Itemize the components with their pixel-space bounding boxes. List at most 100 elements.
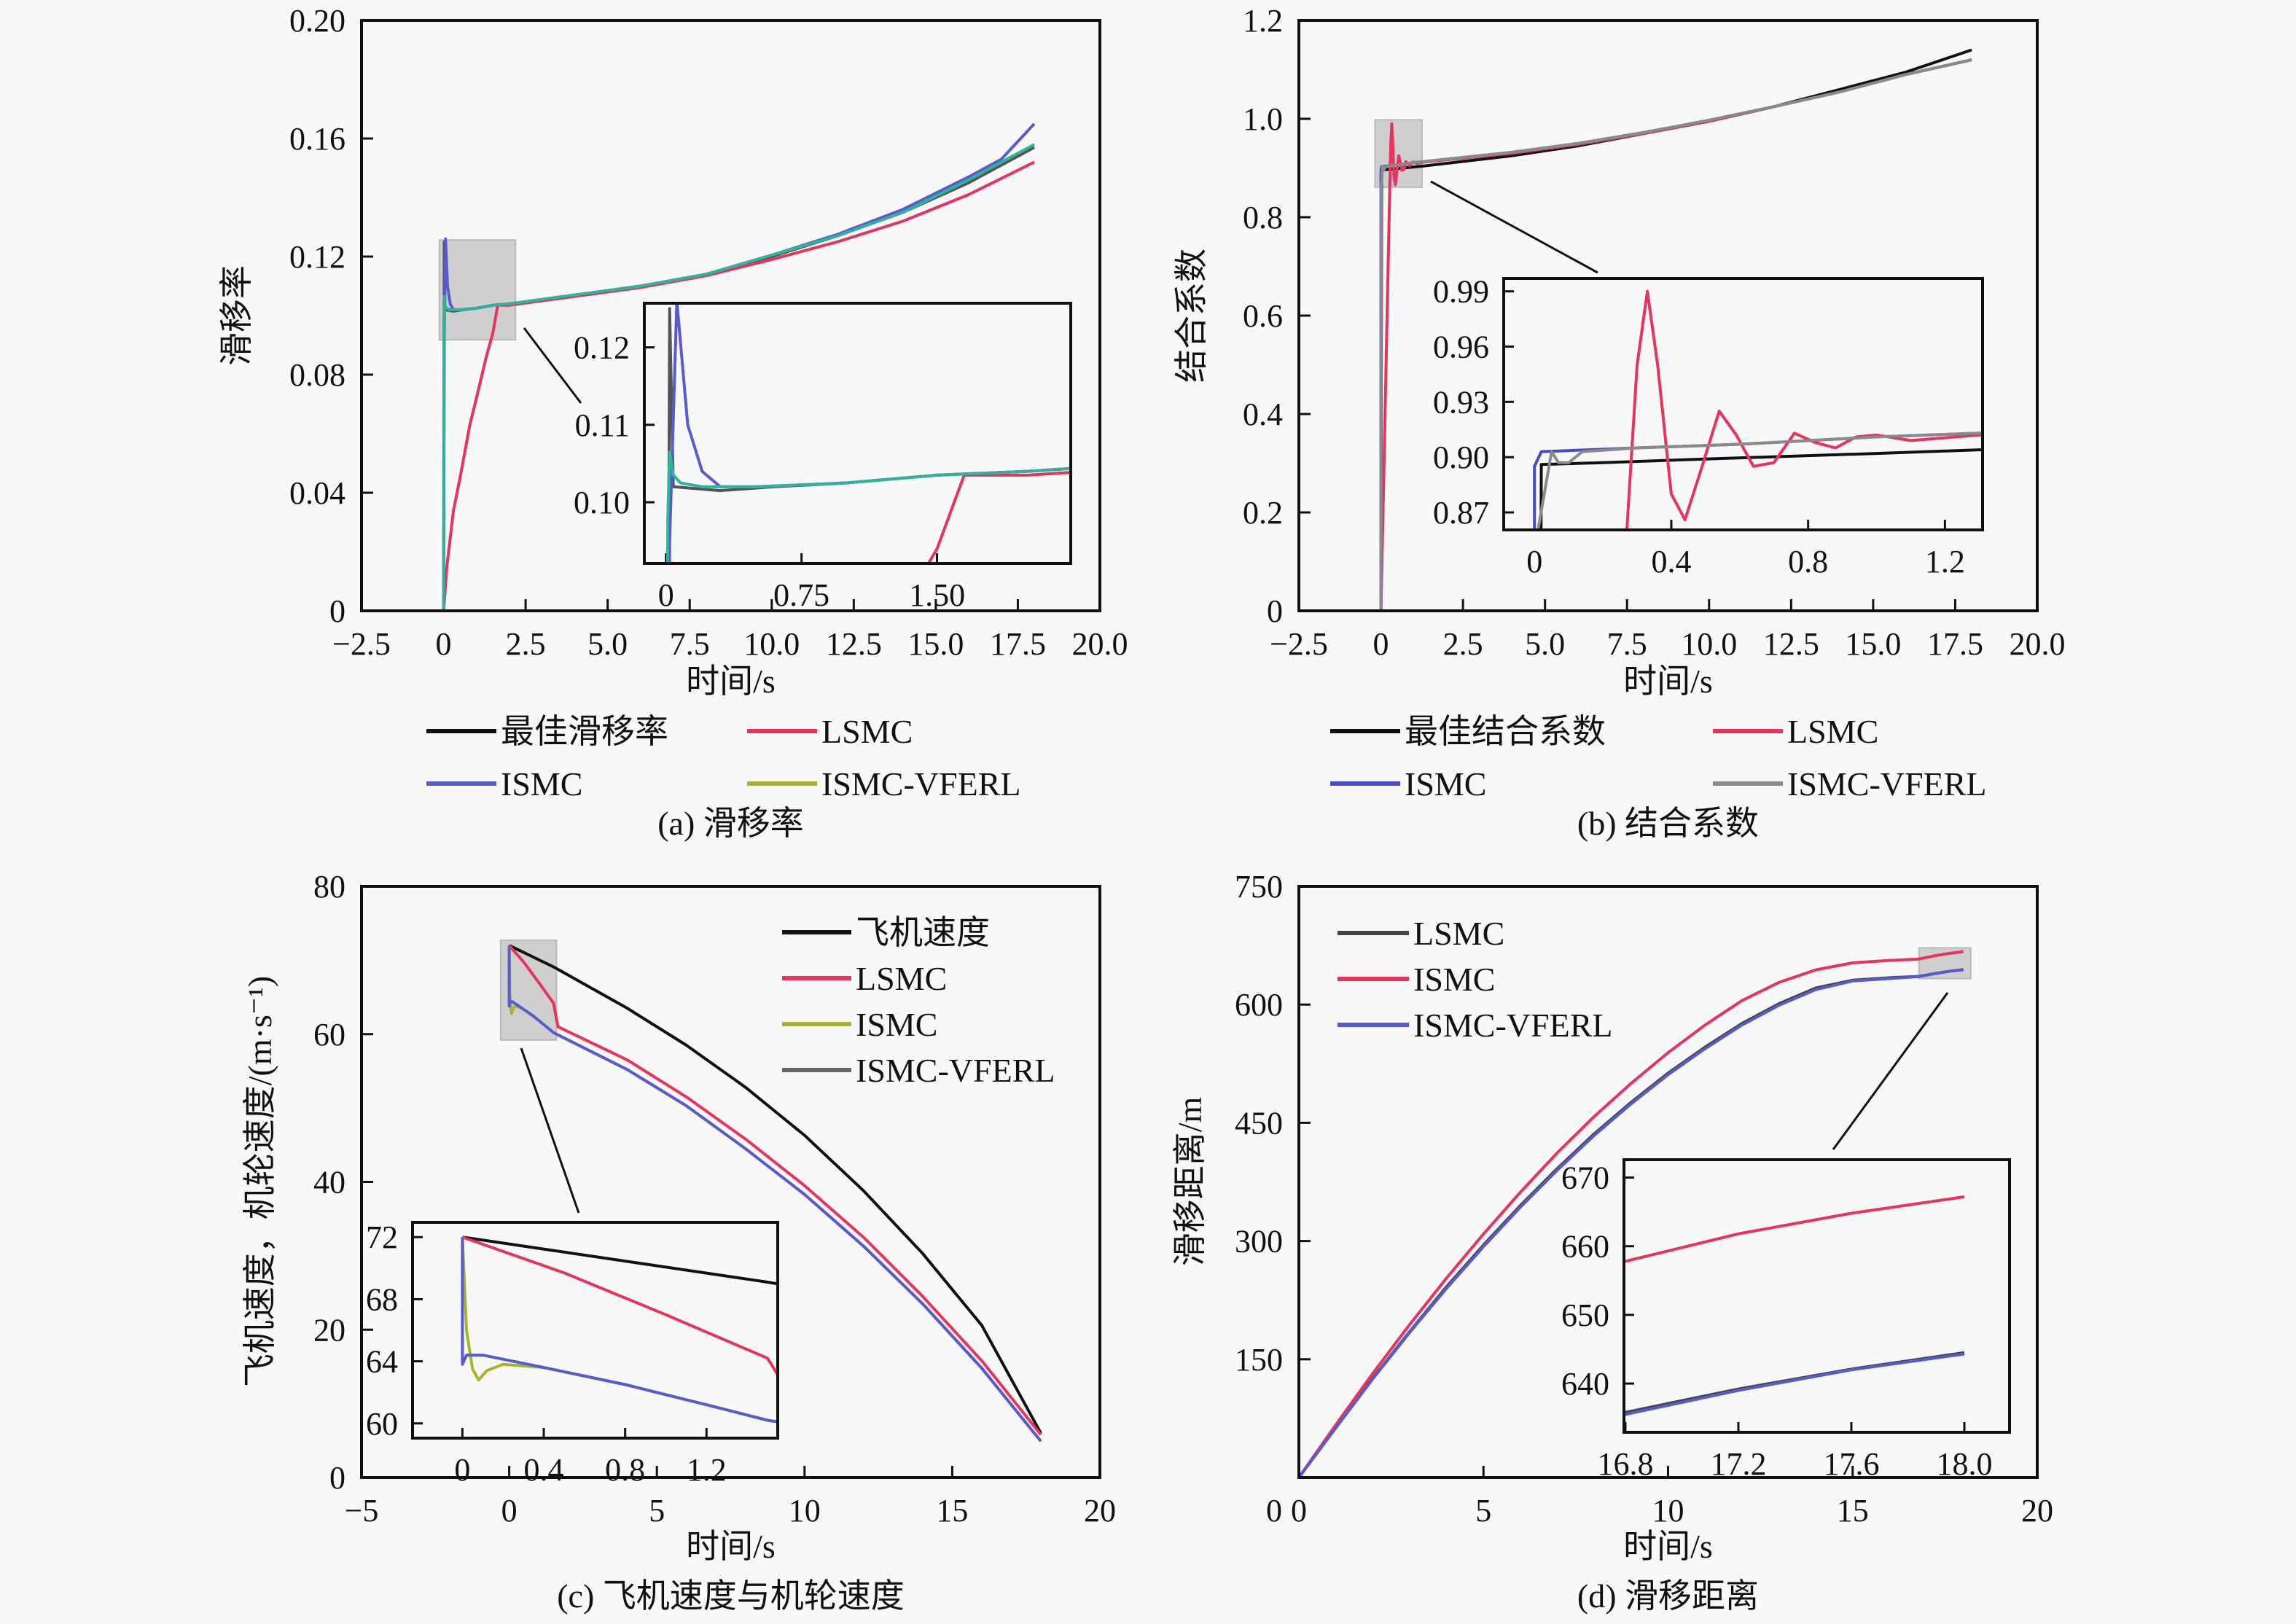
legend-label: LSMC [856,960,947,997]
y-axis-label: 飞机速度，机轮速度/(m·s⁻¹) [241,976,278,1388]
main-x-tick-label: 0 [1373,626,1389,662]
main-y-tick-label: 0 [329,1460,345,1496]
main-y-tick-label: 0.04 [289,475,345,511]
inset-series-ismcvferl-line [1536,432,1983,530]
inset-chart: 16.8 17.2 17.6 18.0 640 650 660 670 [1561,1158,2011,1482]
inset-x-tick-label: 0 [454,1452,470,1488]
legend-item: ISMC [426,765,582,803]
main-y-tick-label: 0.08 [289,357,345,393]
legend-label: ISMC [1413,961,1495,998]
inset-y-tick-label: 0.96 [1433,329,1489,365]
main-series-ismcvferl-line [1299,968,1964,1477]
inset-x-tick-label: 1.2 [1925,544,1965,579]
inset-y-tick-label: 0.11 [575,407,630,443]
inset-x-tick-label: 0 [658,577,674,613]
subfigure-caption: (a) 滑移率 [657,805,804,842]
inset-y-tick-label: 670 [1561,1160,1609,1195]
main-x-tick-label: 12.5 [826,626,882,662]
main-x-tick-label: 0 [501,1493,518,1529]
inset-y-tick-label: 640 [1561,1366,1609,1402]
legend-label: ISMC-VFERL [821,765,1020,803]
main-axes-frame [1297,885,2039,1479]
zoom-connector-line [1430,180,1598,274]
inset-series-lsmc-line [461,1235,778,1378]
inset-series-lsmc-line [1625,289,1983,530]
main-y-tick-label: 0.4 [1243,397,1283,432]
main-series--line [508,944,1042,1434]
legend-item: LSMC [1338,915,1504,952]
main-x-tick-label: 20.0 [1072,626,1128,662]
subfigure-caption: (b) 结合系数 [1577,805,1759,842]
legend-label: LSMC [821,713,913,750]
inset-y-tick-label: 0.90 [1433,440,1489,475]
main-x-tick-label: 10 [789,1493,821,1529]
main-series-ismc-line [1299,950,1964,1477]
inset-y-tick-label: 650 [1561,1297,1609,1333]
inset-y-tick-label: 68 [366,1281,398,1317]
main-x-tick-label: 20 [2021,1493,2053,1529]
main-y-tick-label: 600 [1235,987,1283,1023]
inset-series-lsmc-line [926,471,1071,563]
legend-item: 最佳滑移率 [426,713,668,750]
chart-panel-b: −2.5 0 2.5 5.0 7.5 10.0 12.5 15.0 17.5 20.000.20.… [1173,3,2066,842]
subfigure-caption: (c) 飞机速度与机轮速度 [557,1577,905,1615]
inset-x-tick-label: 16.8 [1597,1446,1653,1482]
inset-chart: 0 0.4 0.8 1.2 0.87 0.90 0.93 0.96 0.99 [1433,274,1984,579]
inset-plot-area [1624,1160,2010,1432]
inset-plot-area [644,303,1071,563]
legend-label: 最佳滑移率 [501,713,668,750]
main-y-tick-label: 1.0 [1243,101,1283,137]
legend-label: ISMC [1405,765,1486,803]
inset-x-tick-label: 0.75 [773,577,829,613]
inset-axes-frame [411,1221,779,1440]
inset-x-tick-label: 0.8 [605,1452,645,1488]
main-series-lsmc-line [508,944,1042,1436]
inset-y-tick-label: 0.93 [1433,384,1489,420]
main-x-tick-label: 5.0 [587,626,628,662]
main-x-tick-label: 10.0 [743,626,800,662]
zoom-region-box [438,239,517,341]
main-x-tick-label: 15.0 [1845,626,1901,662]
main-y-tick-label: 750 [1235,869,1283,905]
inset-x-tick-label: 1.2 [687,1452,727,1488]
main-x-tick-label: 5 [1475,1493,1491,1529]
inset-y-tick-label: 0.10 [574,485,630,520]
main-y-tick-label: 0.2 [1243,495,1283,531]
main-x-tick-label: 2.5 [506,626,546,662]
inset-y-tick-label: 0.99 [1433,274,1489,310]
main-x-tick-label: −5 [345,1493,379,1529]
inset-y-tick-label: 0.87 [1433,495,1489,531]
legend: 最佳结合系数 LSMC ISMC ISMC-VFERL [1330,713,1986,803]
legend-label: LSMC [1413,915,1504,952]
chart-panel-a: −2.5 0 2.5 5.0 7.5 10.0 12.5 15.0 17.5 20.000.040… [218,3,1128,842]
inset-series--line [1539,448,1983,530]
main-y-tick-label: 80 [313,869,345,905]
inset-axes-frame [643,302,1072,565]
inset-x-tick-label: 0 [1526,544,1542,579]
legend: 飞机速度 LSMC ISMC ISMC-VFERL [782,914,1055,1089]
legend-item: 最佳结合系数 [1330,713,1606,750]
x-axis-label: 时间/s [1623,663,1713,700]
legend-item: ISMC [782,1006,937,1043]
main-series-ismcvferl-line [442,143,1035,611]
inset-axes-frame [1502,277,1984,531]
inset-plot-area [1504,278,1983,530]
legend-label: 最佳结合系数 [1405,713,1606,750]
main-x-tick-label: 5.0 [1525,626,1565,662]
legend-item: LSMC [1713,713,1878,750]
main-y-tick-label: 0.12 [289,239,345,275]
inset-x-tick-label: 1.50 [909,577,965,613]
main-x-tick-label: 5 [649,1493,665,1529]
main-x-tick-label: 12.5 [1763,626,1819,662]
legend-item: LSMC [782,960,947,997]
legend-item: ISMC [1338,961,1495,998]
legend-item: 飞机速度 [782,914,990,951]
main-y-tick-label: 60 [313,1017,345,1053]
inset-axes-frame [1623,1158,2011,1434]
legend-item: ISMC [1330,765,1486,803]
main-x-tick-label: 7.5 [670,626,710,662]
x-axis-label: 时间/s [686,1528,776,1565]
chart-panel-d: 0 5 10 15 20 150 300 450 600 750 16.8 17.2 17.6 18.0 6… [1171,869,2053,1615]
main-y-tick-label: 1.2 [1243,3,1283,39]
